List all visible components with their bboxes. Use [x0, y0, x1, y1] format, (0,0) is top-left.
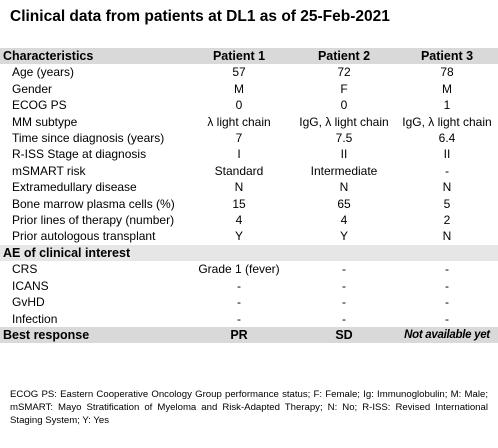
best-response-row: Best response PR SD Not available yet [0, 326, 498, 344]
patient-1-value: PR [186, 326, 292, 344]
row-label: MM subtype [12, 114, 78, 129]
row-label: Time since diagnosis (years) [12, 131, 165, 146]
patient-3-value: 1 [443, 98, 451, 113]
patient-3-value: N [442, 229, 452, 244]
table-row: R-ISS Stage at diagnosis I II II [0, 146, 498, 162]
patient-1-value: - [237, 295, 241, 310]
patient-1-value: N [234, 180, 244, 195]
header-patient-2: Patient 2 [292, 48, 396, 65]
table-row: Time since diagnosis (years) 7 7.5 6.4 [0, 130, 498, 146]
patient-3-value: - [445, 311, 449, 326]
patient-2-value: - [342, 262, 346, 277]
patient-1-value: 7 [235, 131, 243, 146]
patient-2-value: 72 [337, 65, 351, 80]
row-label: Age (years) [12, 65, 75, 80]
patient-3-value: M [442, 81, 452, 96]
row-label: CRS [12, 262, 38, 277]
table-row: Gender M F M [0, 81, 498, 97]
row-label: ICANS [12, 278, 49, 293]
patient-2-value: Y [339, 229, 348, 244]
patient-2-value: SD [292, 326, 396, 344]
ae-section-title: AE of clinical interest [0, 244, 498, 262]
table-row: MM subtype λ light chain IgG, λ light chai… [0, 114, 498, 130]
patient-1-value: λ light chain [207, 114, 271, 129]
patient-2-value: - [342, 311, 346, 326]
patient-1-value: Y [234, 229, 243, 244]
patient-1-value: 4 [235, 213, 243, 228]
patient-2-value: 65 [337, 196, 351, 211]
patient-2-value: F [340, 81, 348, 96]
patient-1-value: Standard [214, 163, 264, 178]
patient-2-value: 4 [340, 213, 348, 228]
row-label: Bone marrow plasma cells (%) [12, 196, 175, 211]
patient-1-value: - [237, 278, 241, 293]
patient-1-value: 57 [232, 65, 246, 80]
patient-2-value: - [342, 295, 346, 310]
patient-3-value: N [442, 180, 452, 195]
header-patient-3: Patient 3 [396, 48, 498, 65]
patient-1-value: 0 [235, 98, 243, 113]
patient-1-value: - [237, 311, 241, 326]
clinical-data-table: Characteristics Patient 1 Patient 2 Pati… [0, 48, 498, 344]
patient-3-value: - [445, 295, 449, 310]
patient-2-value: IgG, λ light chain [299, 114, 389, 129]
row-label: Prior lines of therapy (number) [12, 213, 175, 228]
row-label: mSMART risk [12, 163, 86, 178]
patient-2-value: - [342, 278, 346, 293]
header-characteristics: Characteristics [0, 48, 186, 65]
table-row: ECOG PS 0 0 1 [0, 97, 498, 113]
table-row: CRS Grade 1 (fever) - - [0, 261, 498, 277]
patient-1-value: 15 [232, 196, 246, 211]
page-title: Clinical data from patients at DL1 as of… [10, 8, 390, 25]
patient-3-value: 78 [440, 65, 454, 80]
patient-3-value: II [443, 147, 451, 162]
ae-section-header: AE of clinical interest [0, 244, 498, 262]
patient-3-value: Not available yet [396, 326, 498, 344]
row-label: Best response [0, 326, 186, 344]
patient-2-value: II [340, 147, 348, 162]
patient-3-value: - [445, 278, 449, 293]
row-label: GvHD [12, 295, 45, 310]
patient-2-value: 7.5 [335, 131, 353, 146]
header-patient-1: Patient 1 [186, 48, 292, 65]
table-row: Age (years) 57 72 78 [0, 64, 498, 80]
row-label: R-ISS Stage at diagnosis [12, 147, 147, 162]
row-label: Prior autologous transplant [12, 229, 156, 244]
table-row: ICANS - - - [0, 278, 498, 294]
patient-3-value: - [445, 262, 449, 277]
footnote: ECOG PS: Eastern Cooperative Oncology Gr… [10, 389, 488, 426]
patient-1-value: Grade 1 (fever) [198, 262, 280, 277]
table-row: Bone marrow plasma cells (%) 15 65 5 [0, 196, 498, 212]
table-row: Extramedullary disease N N N [0, 179, 498, 195]
row-label: Gender [12, 81, 53, 96]
row-label: Infection [12, 311, 58, 326]
patient-2-value: N [339, 180, 349, 195]
table-row: GvHD - - - [0, 294, 498, 310]
patient-3-value: 2 [443, 213, 451, 228]
table-row: mSMART risk Standard Intermediate - [0, 163, 498, 179]
patient-3-value: 6.4 [438, 131, 456, 146]
patient-3-value: IgG, λ light chain [402, 114, 492, 129]
patient-2-value: Intermediate [310, 163, 378, 178]
row-label: ECOG PS [12, 98, 67, 113]
table-row: Prior lines of therapy (number) 4 4 2 [0, 212, 498, 228]
patient-3-value: - [445, 163, 449, 178]
patient-1-value: M [234, 81, 244, 96]
table-row: Infection - - - [0, 311, 498, 327]
patient-2-value: 0 [340, 98, 348, 113]
table-row: Prior autologous transplant Y Y N [0, 228, 498, 244]
patient-1-value: I [237, 147, 241, 162]
patient-3-value: 5 [443, 196, 451, 211]
row-label: Extramedullary disease [12, 180, 137, 195]
table-header-row: Characteristics Patient 1 Patient 2 Pati… [0, 48, 498, 65]
